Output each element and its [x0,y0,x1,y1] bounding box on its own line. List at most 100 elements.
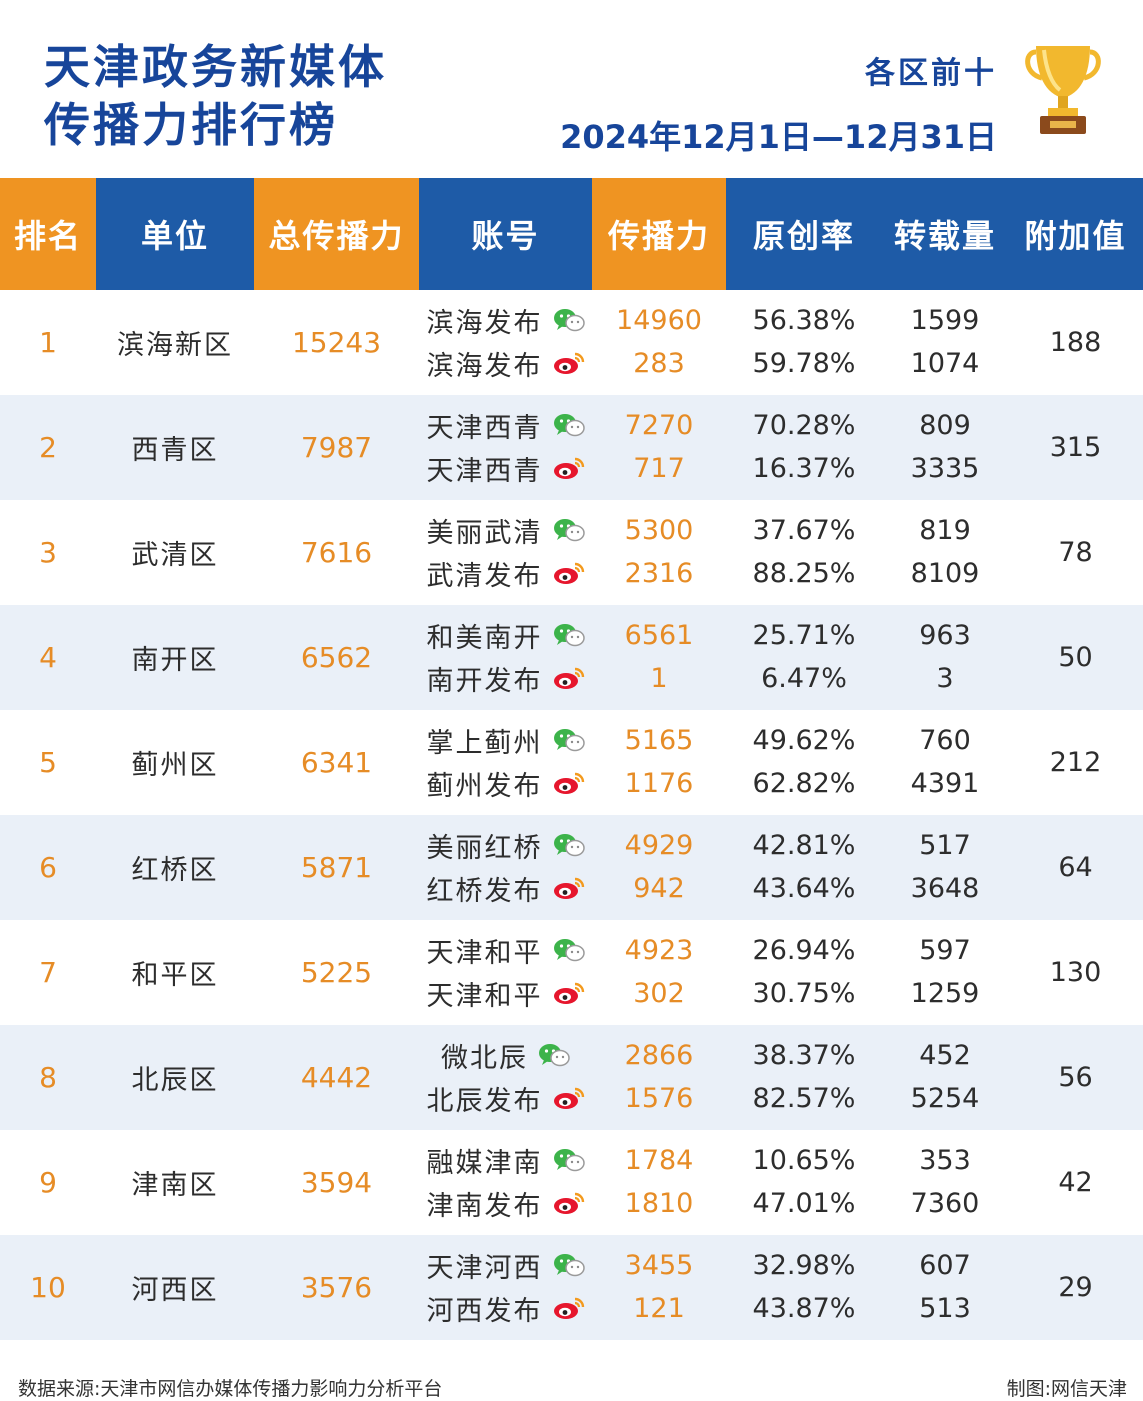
rank-cell: 10 [30,1271,66,1304]
originality-rate-cell: 26.94% [752,934,856,966]
account-name: 红桥发布 [426,875,543,907]
page-title-line-2: 传播力排行榜 [44,98,338,152]
account-name: 美丽红桥 [426,832,543,864]
account-power-cell: 7270 [624,409,694,441]
account-cell: 美丽武清 [419,508,592,552]
originality-rate-cell: 10.65% [752,1144,856,1176]
weibo-icon [553,666,585,690]
account-name: 天津西青 [426,412,543,444]
account-cell: 天津西青 [419,446,592,490]
table-row: 3 武清区 7616 78 美丽武清 5300 37.67% 819 武清发布 2316 88.25… [0,500,1143,605]
account-power-cell: 4923 [624,934,694,966]
repost-count-cell: 5254 [910,1082,980,1114]
subtitle: 各区前十 [865,56,997,91]
unit-cell: 津南区 [131,1170,219,1201]
wechat-icon [553,413,585,437]
column-header-account: 账号 [471,217,540,255]
account-name: 融媒津南 [426,1147,543,1179]
total-power-cell: 5871 [300,851,373,884]
account-cell: 滨海发布 [419,298,592,342]
wechat-icon [553,308,585,332]
rank-cell: 9 [39,1166,57,1199]
account-cell: 南开发布 [419,656,592,700]
account-power-cell: 5165 [624,724,694,756]
rank-cell: 4 [39,641,57,674]
rank-cell: 6 [39,851,57,884]
table-row: 8 北辰区 4442 56 微北辰 2866 38.37% 452 北辰发布 1576 82.57%… [0,1025,1143,1130]
account-cell: 融媒津南 [419,1138,592,1182]
repost-count-cell: 8109 [910,557,980,589]
account-power-cell: 2866 [624,1039,694,1071]
account-name: 滨海发布 [426,307,543,339]
table-row: 5 蓟州区 6341 212 掌上蓟州 5165 49.62% 760 蓟州发布 1176 62.8… [0,710,1143,815]
account-power-cell: 121 [633,1292,685,1324]
repost-count-cell: 607 [919,1249,971,1281]
unit-cell: 武清区 [131,540,219,571]
total-power-cell: 7616 [300,536,373,569]
repost-count-cell: 1074 [910,347,980,379]
column-header-originality: 原创率 [752,217,855,255]
rank-cell: 7 [39,956,57,989]
table-row: 10 河西区 3576 29 天津河西 3455 32.98% 607 河西发布 121 43.87… [0,1235,1143,1340]
bonus-cell: 50 [1058,642,1093,673]
repost-count-cell: 513 [919,1292,971,1324]
table-header: 排名 单位 总传播力 账号 传播力 原创率 转载量 附加值 [0,178,1143,290]
originality-rate-cell: 49.62% [752,724,856,756]
originality-rate-cell: 70.28% [752,409,856,441]
unit-cell: 红桥区 [131,855,219,886]
account-cell: 蓟州发布 [419,761,592,805]
wechat-icon [553,1148,585,1172]
account-name: 河西发布 [426,1295,543,1327]
unit-cell: 蓟州区 [131,750,219,781]
account-power-cell: 1176 [624,767,694,799]
account-cell: 津南发布 [419,1181,592,1225]
account-power-cell: 1576 [624,1082,694,1114]
account-name: 和美南开 [426,622,543,654]
originality-rate-cell: 25.71% [752,619,856,651]
originality-rate-cell: 59.78% [752,347,856,379]
account-power-cell: 1784 [624,1144,694,1176]
account-cell: 武清发布 [419,551,592,595]
weibo-icon [553,771,585,795]
repost-count-cell: 3 [936,662,954,694]
wechat-icon [553,518,585,542]
column-header-power: 传播力 [592,178,726,290]
column-header-total: 总传播力 [254,178,419,290]
rank-cell: 1 [39,326,57,359]
column-header-rank: 排名 [0,178,96,290]
account-name: 微北辰 [441,1042,528,1074]
table-row: 9 津南区 3594 42 融媒津南 1784 10.65% 353 津南发布 1810 47.01… [0,1130,1143,1235]
weibo-icon [553,1086,585,1110]
bonus-cell: 315 [1049,432,1102,463]
repost-count-cell: 597 [919,934,971,966]
account-power-cell: 942 [633,872,685,904]
column-header-unit: 单位 [140,217,209,255]
table-row: 4 南开区 6562 50 和美南开 6561 25.71% 963 南开发布 1 6.47% 3 [0,605,1143,710]
account-power-cell: 4929 [624,829,694,861]
account-name: 南开发布 [426,665,543,697]
repost-count-cell: 517 [919,829,971,861]
bonus-cell: 42 [1058,1167,1093,1198]
bonus-cell: 212 [1049,747,1102,778]
repost-count-cell: 963 [919,619,971,651]
bonus-cell: 78 [1058,537,1093,568]
account-name: 蓟州发布 [426,770,543,802]
rank-cell: 2 [39,431,57,464]
account-cell: 微北辰 [419,1033,592,1077]
originality-rate-cell: 32.98% [752,1249,856,1281]
account-power-cell: 5300 [624,514,694,546]
account-name: 天津和平 [426,980,543,1012]
originality-rate-cell: 30.75% [752,977,856,1009]
account-power-cell: 14960 [616,304,702,336]
repost-count-cell: 760 [919,724,971,756]
repost-count-cell: 7360 [910,1187,980,1219]
repost-count-cell: 452 [919,1039,971,1071]
originality-rate-cell: 62.82% [752,767,856,799]
account-name: 北辰发布 [426,1085,543,1117]
repost-count-cell: 1259 [910,977,980,1009]
wechat-icon [553,938,585,962]
account-name: 津南发布 [426,1190,543,1222]
table-body: 1 滨海新区 15243 188 滨海发布 14960 56.38% 1599 滨海发布 283 5… [0,290,1143,1340]
account-name: 美丽武清 [426,517,543,549]
bonus-cell: 130 [1049,957,1102,988]
